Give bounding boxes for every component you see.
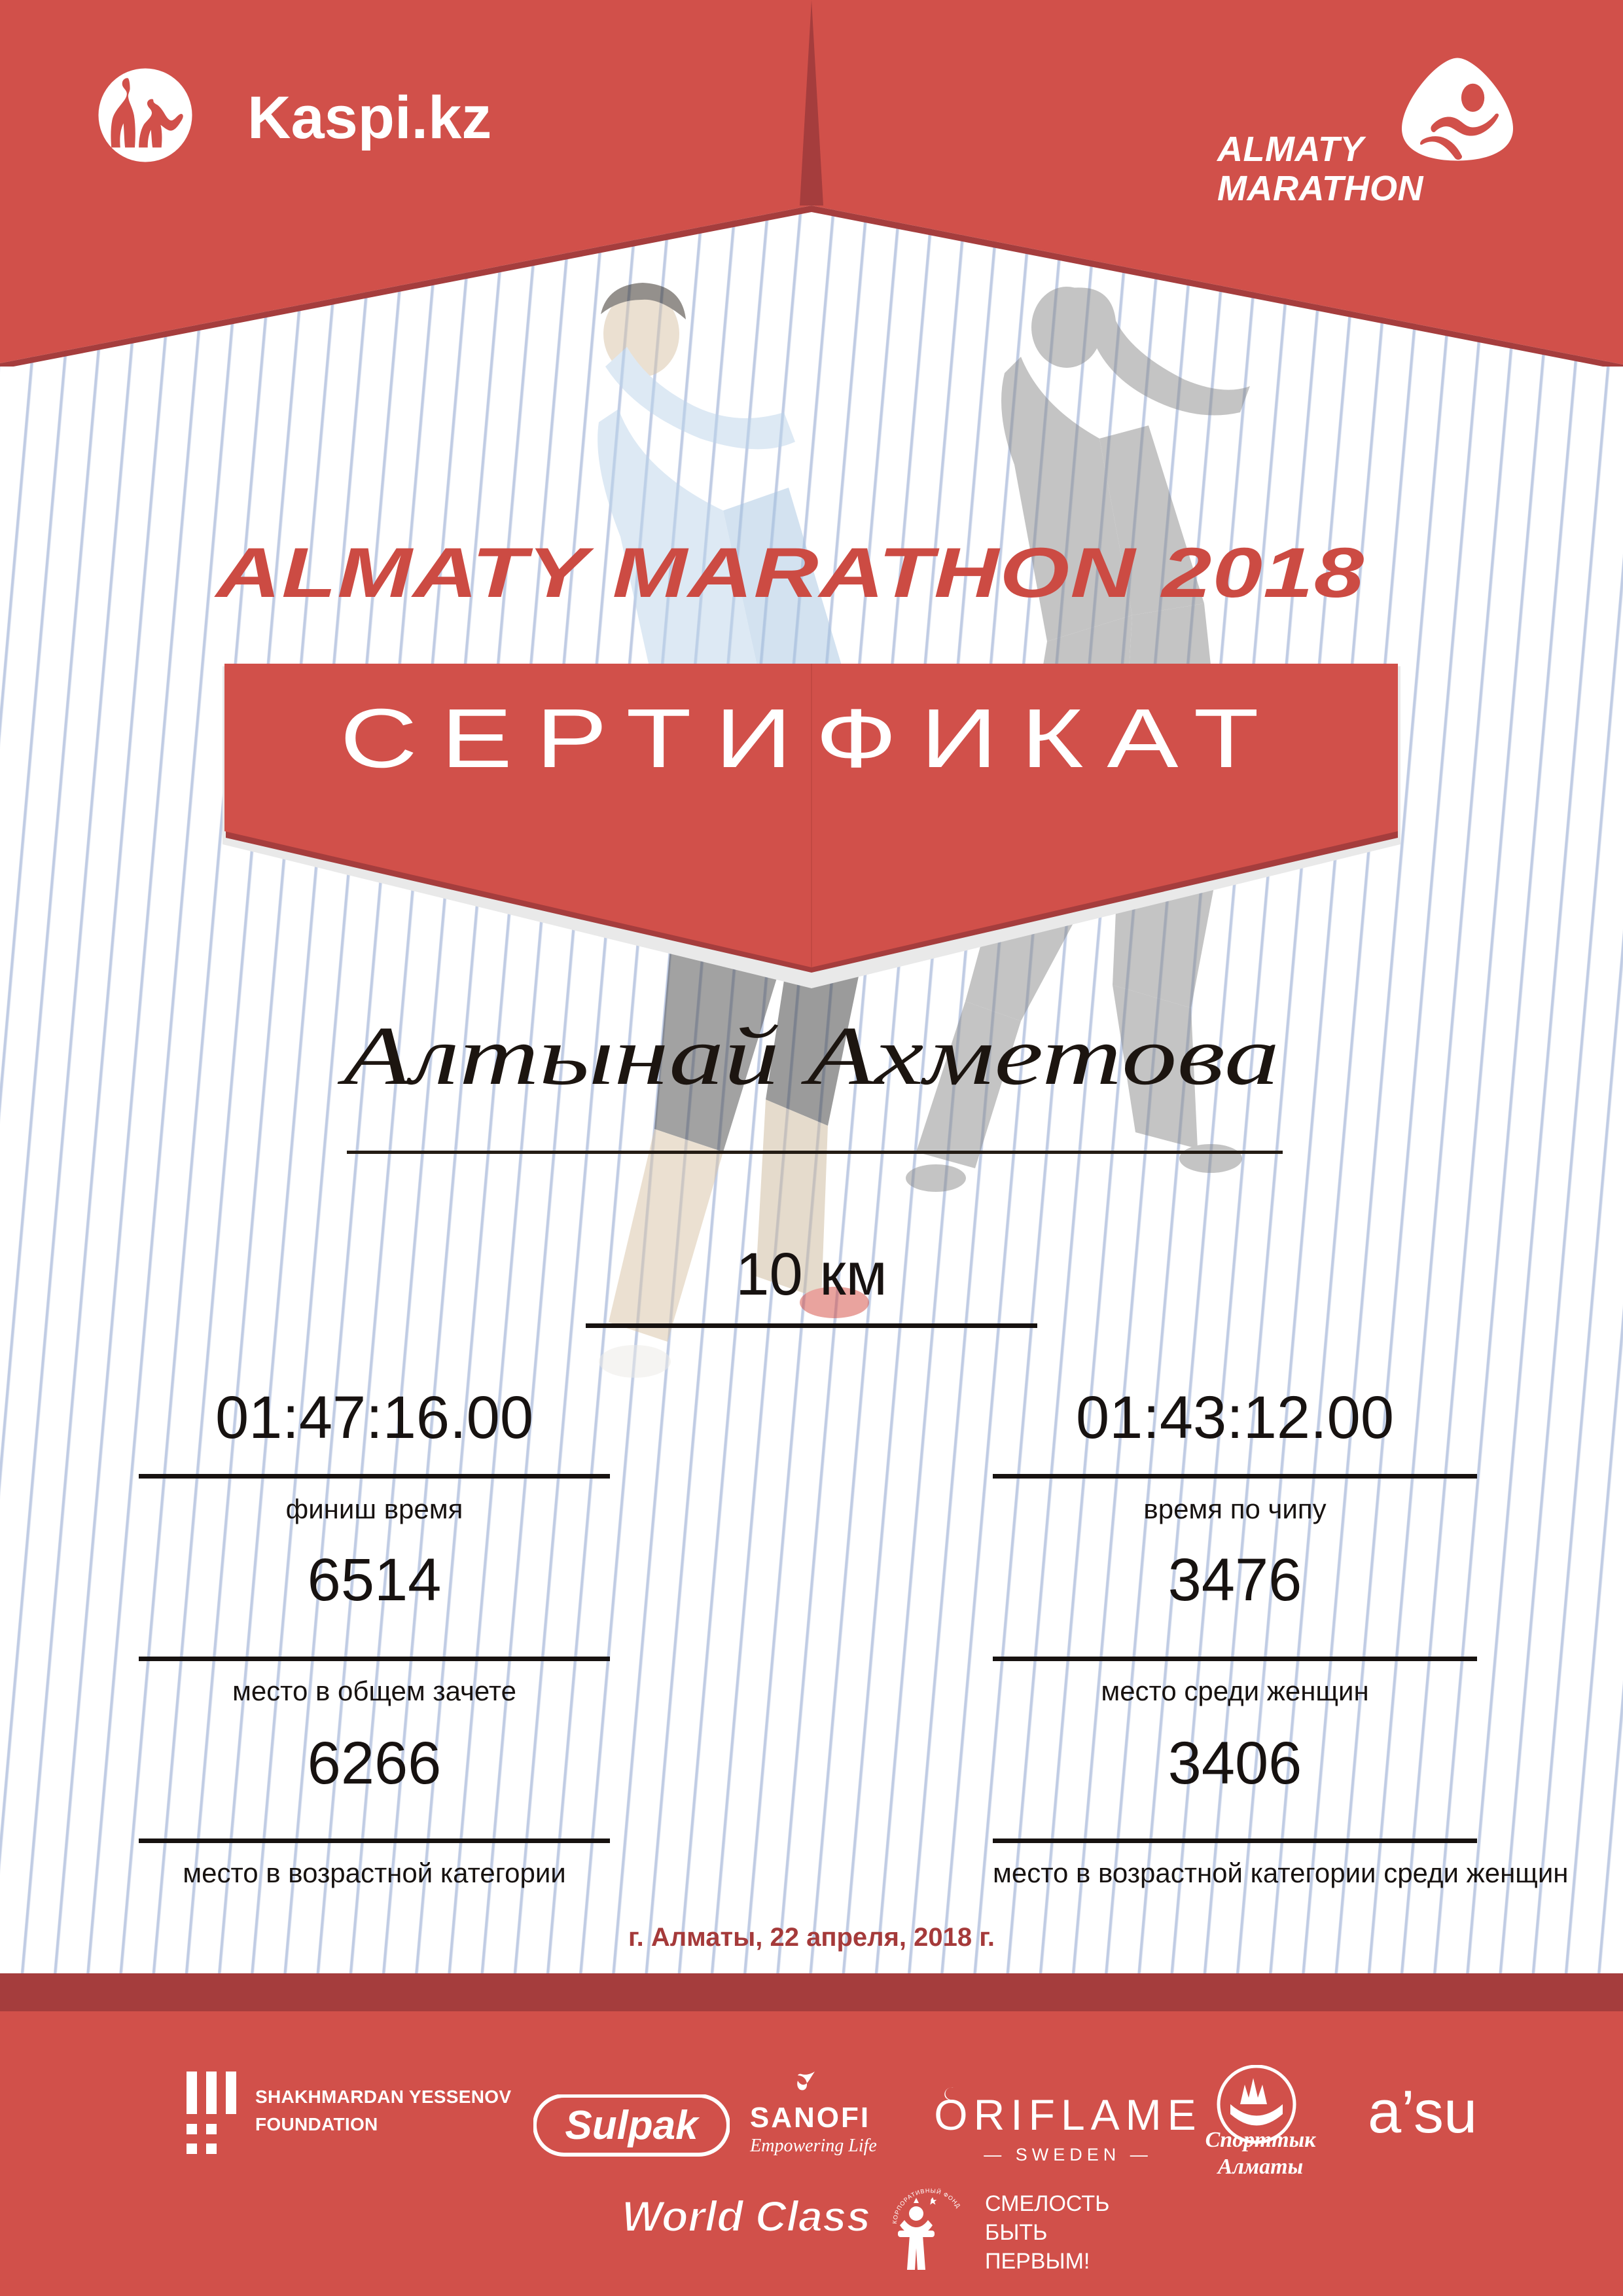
svg-text:Sulpak: Sulpak [565, 2103, 700, 2148]
svg-text:КОРПОРАТИВНЫЙ ФОНД: КОРПОРАТИВНЫЙ ФОНД [891, 2187, 962, 2224]
